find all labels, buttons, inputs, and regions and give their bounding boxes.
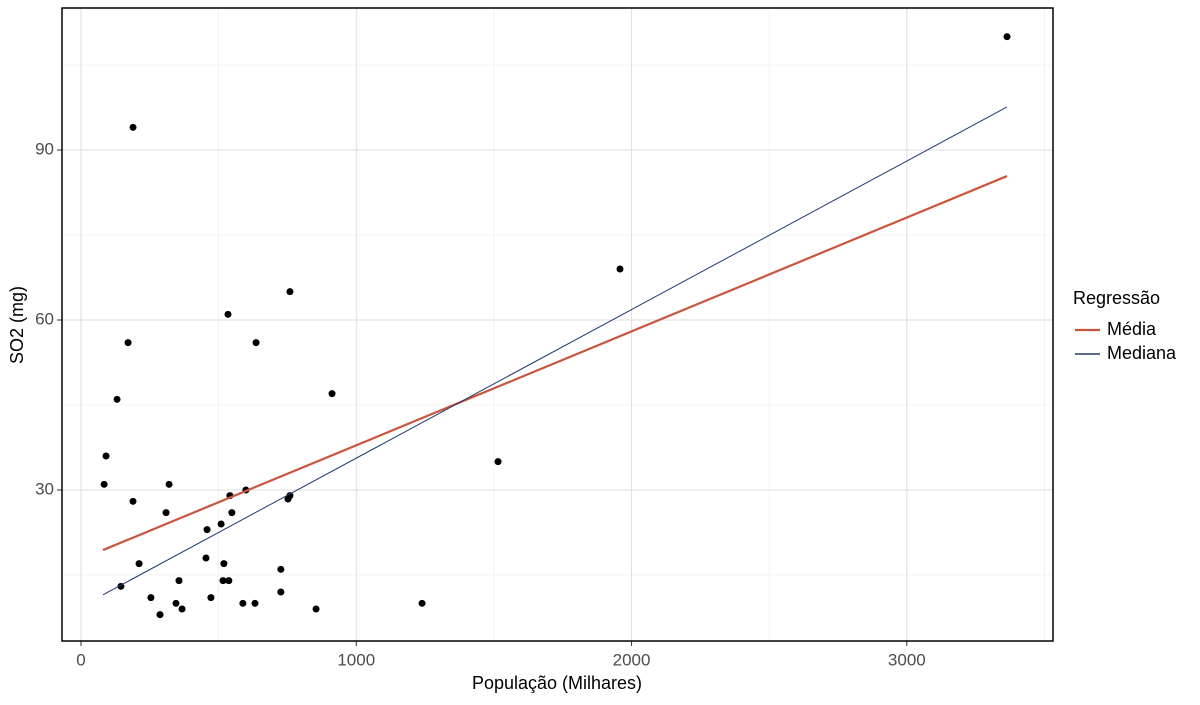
point [175,577,183,585]
x-tick-label: 0 [76,650,85,669]
point [1003,33,1011,41]
point [286,288,294,296]
point [312,605,320,613]
x-tick-label: 3000 [888,650,926,669]
point [228,509,236,517]
point [172,599,180,607]
point [162,509,170,517]
point [129,497,137,505]
legend-label: Mediana [1107,343,1177,363]
legend: Regressão Média Mediana [1073,288,1177,363]
point [113,395,121,403]
point [202,554,210,562]
y-tick-label: 30 [35,479,54,498]
point [100,480,108,488]
x-axis-label: População (Milhares) [472,673,642,693]
point [284,495,292,503]
x-tick-label: 1000 [337,650,375,669]
point [219,577,227,585]
point [616,265,624,273]
y-axis-label: SO2 (mg) [7,286,27,364]
point [178,605,186,613]
point [217,520,225,528]
point [129,123,137,131]
plot-background [62,8,1053,641]
point [135,560,143,568]
point [328,390,336,398]
point [124,339,132,347]
point [203,526,211,534]
point [156,611,164,619]
point [277,588,285,596]
point [224,310,232,318]
point [165,480,173,488]
legend-title: Regressão [1073,288,1160,308]
point [239,599,247,607]
legend-label: Média [1107,319,1157,339]
point [147,594,155,602]
plot-border [61,7,1054,642]
point [251,599,259,607]
point [494,458,502,466]
y-tick-label: 60 [35,309,54,328]
point [102,452,110,460]
point [252,339,260,347]
regression-line [102,106,1008,596]
point [418,599,426,607]
point [225,577,233,585]
regression-line [102,175,1008,552]
point [207,594,215,602]
x-tick-label: 2000 [613,650,651,669]
point [220,560,228,568]
point [277,565,285,573]
y-tick-label: 90 [35,139,54,158]
